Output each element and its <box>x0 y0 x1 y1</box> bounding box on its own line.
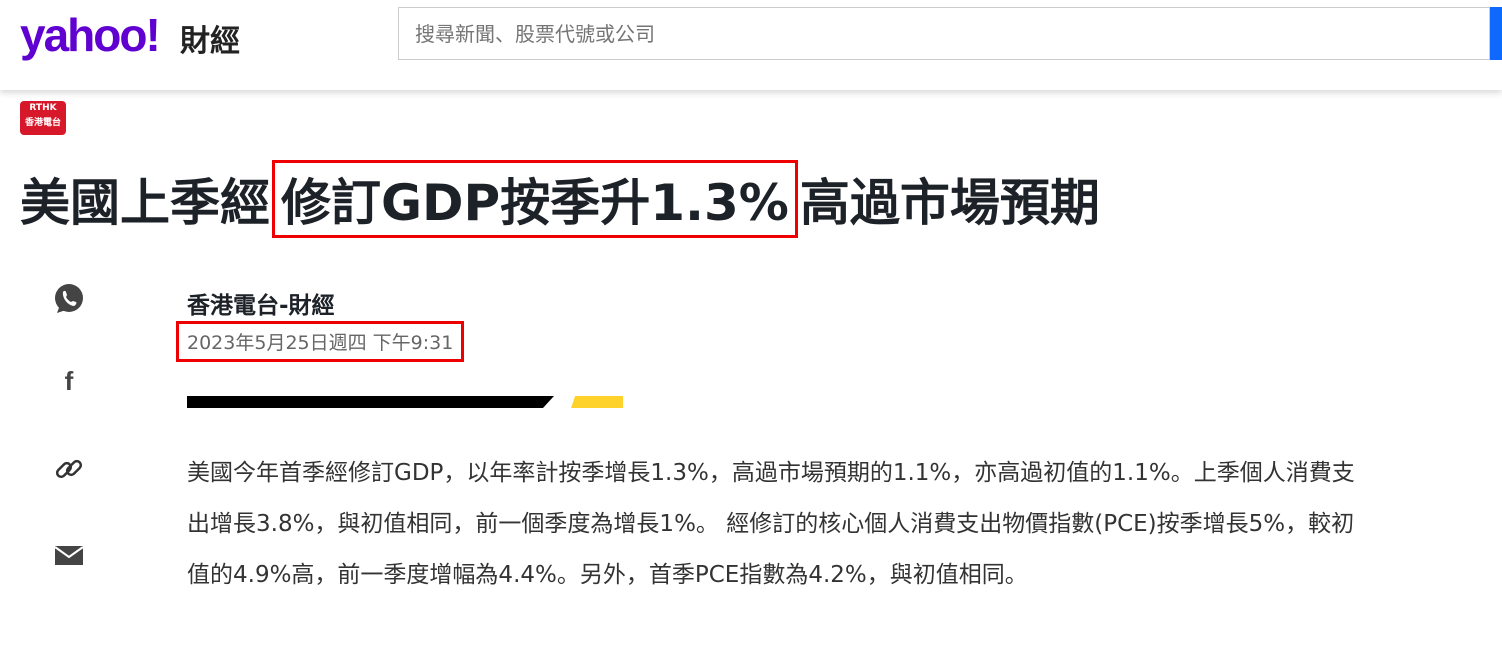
title-part: 美國上季經 <box>20 174 270 232</box>
link-icon[interactable] <box>52 452 86 486</box>
rthk-logo-text: RTHK <box>29 103 57 113</box>
whatsapp-icon[interactable] <box>52 282 86 316</box>
finance-label[interactable]: 財經 <box>180 24 240 59</box>
search-input[interactable] <box>398 7 1490 60</box>
article-title: 美國上季經 修訂GDP按季升1.3% 高過市場預期 <box>20 160 1100 238</box>
header: yahoo! 財經 <box>0 0 1502 90</box>
search-button[interactable] <box>1490 7 1502 60</box>
divider-accent <box>571 396 623 408</box>
publish-date: 2023年5月25日週四 下午9:31 <box>176 321 465 362</box>
title-part: 高過市場預期 <box>799 174 1100 232</box>
article-body: 美國今年首季經修訂GDP，以年率計按季增長1.3%，高過市場預期的1.1%，亦高… <box>187 460 1355 588</box>
yahoo-logo[interactable]: yahoo! <box>20 9 161 61</box>
title-highlight: 修訂GDP按季升1.3% <box>272 160 798 238</box>
facebook-icon[interactable]: f <box>64 366 74 396</box>
divider-bar <box>187 396 554 408</box>
rthk-logo[interactable]: RTHK 香港電台 <box>20 101 66 135</box>
rthk-logo-subtext: 香港電台 <box>24 118 61 128</box>
author-name[interactable]: 香港電台-財經 <box>187 293 335 319</box>
mail-icon[interactable] <box>52 538 86 572</box>
